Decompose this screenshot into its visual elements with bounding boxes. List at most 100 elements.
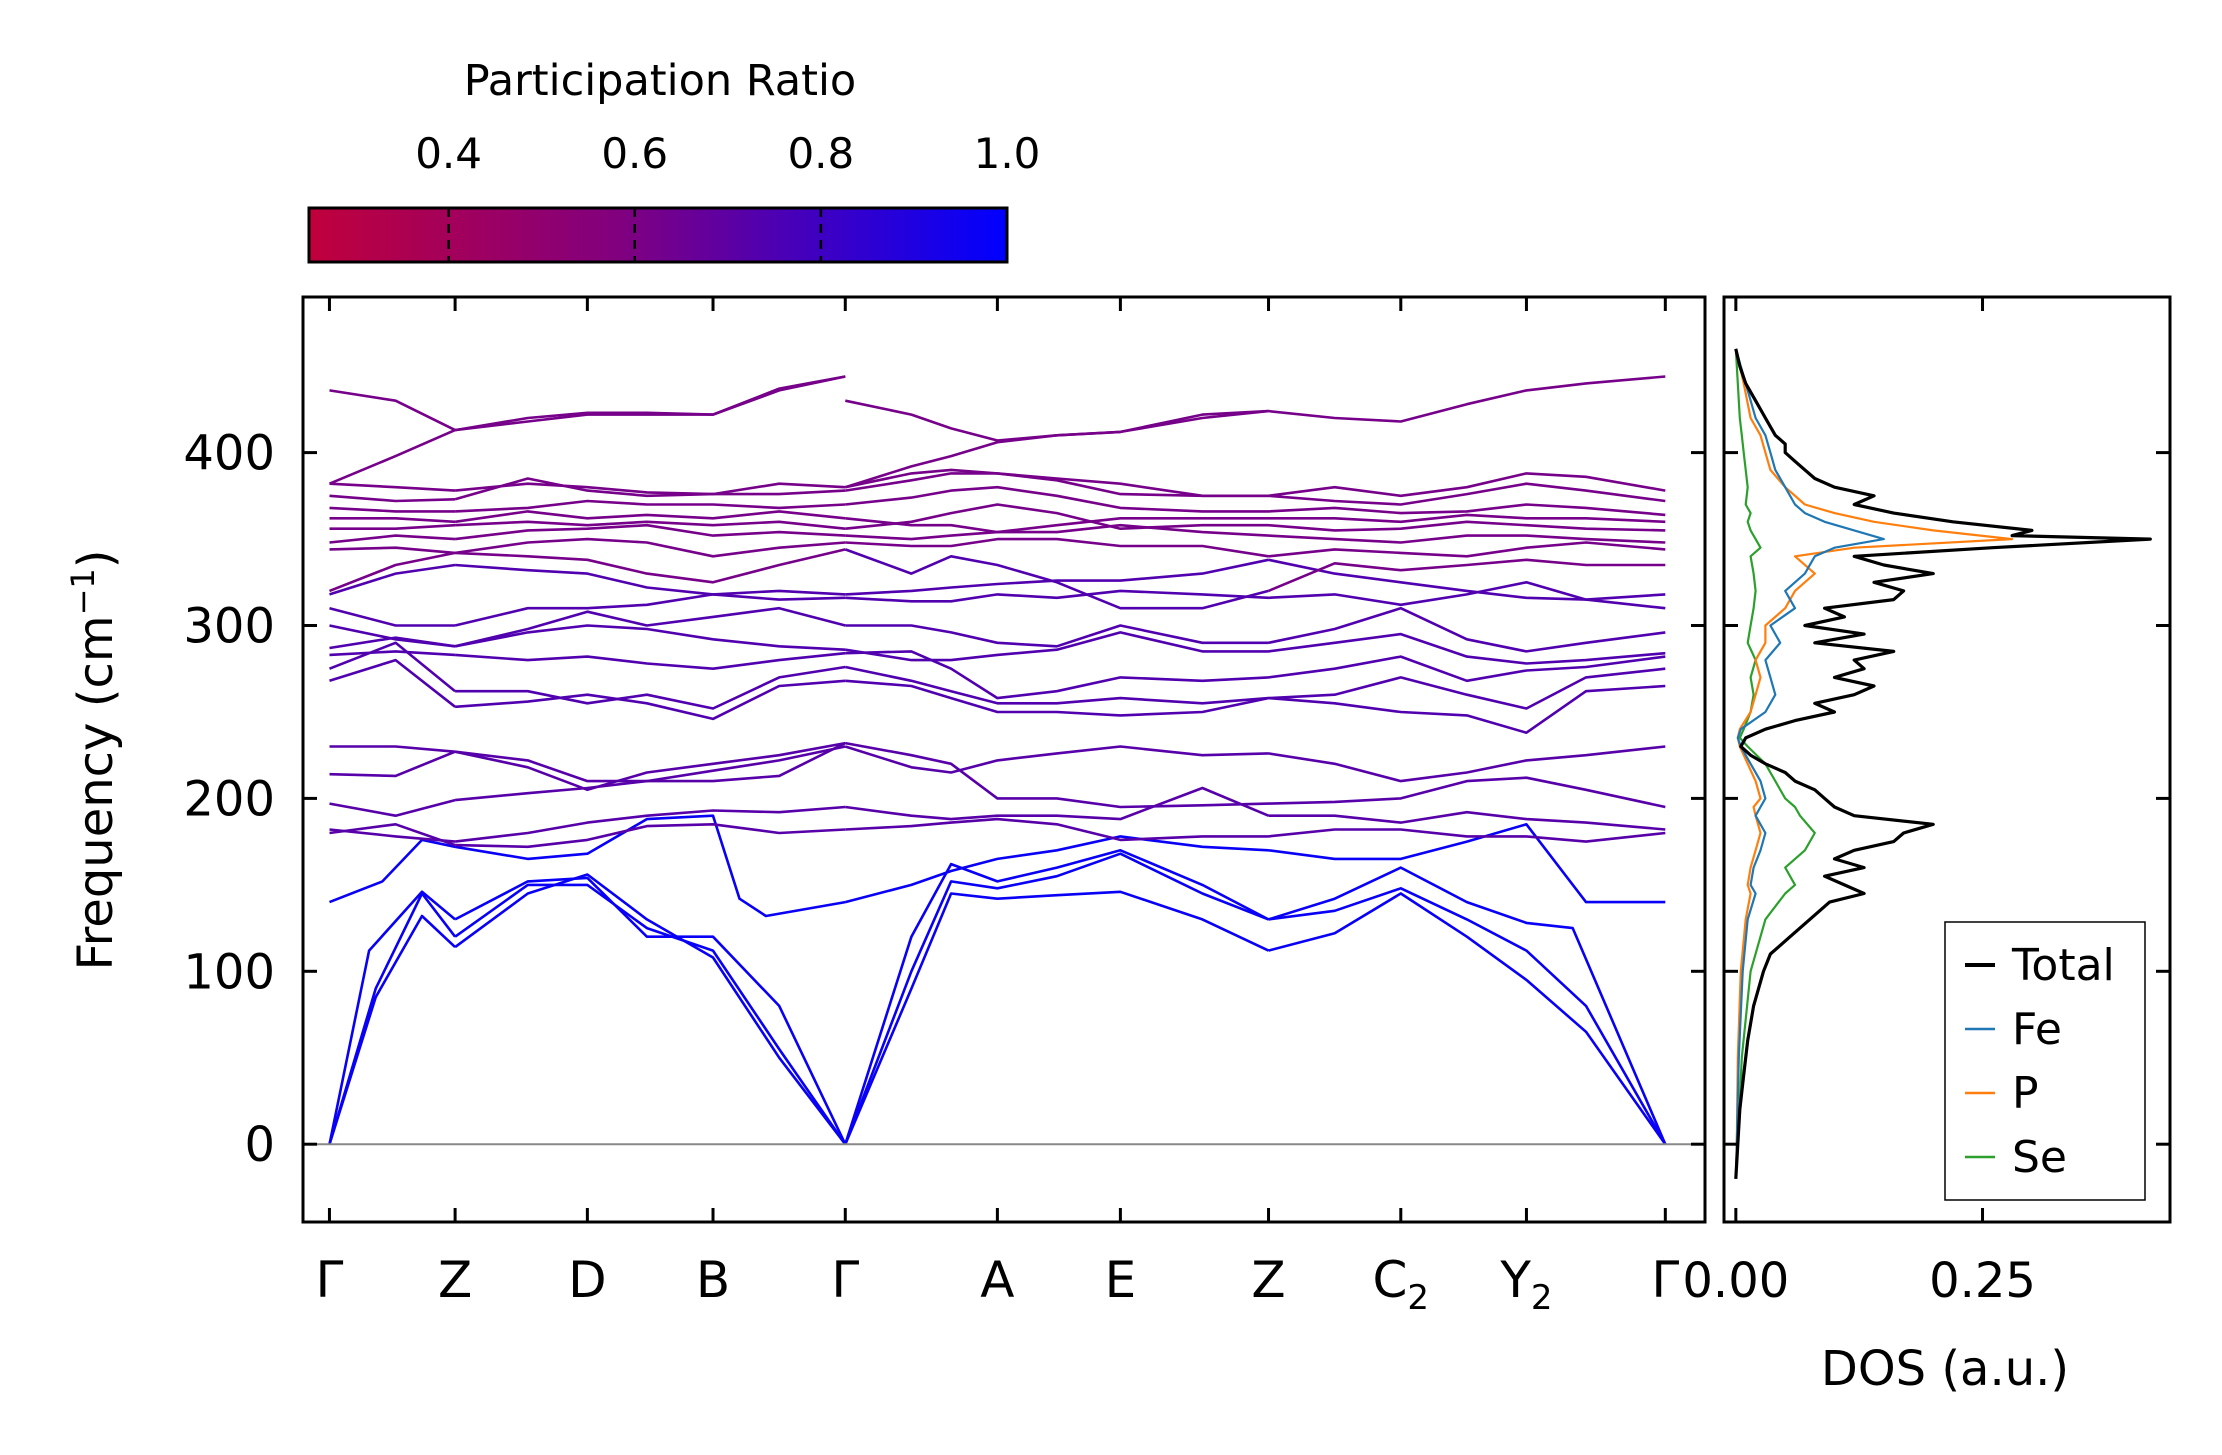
phonon-band — [1268, 606, 1666, 653]
phonon-band — [329, 750, 456, 778]
phonon-band — [1268, 482, 1666, 506]
phonon-band — [455, 651, 846, 670]
phonon-band — [454, 624, 846, 651]
dos-x-axis-label: DOS (a.u.) — [1821, 1341, 2069, 1397]
phonon-band — [844, 890, 1270, 1145]
band-x-tick-label: Γ — [831, 1251, 859, 1309]
phonon-band — [454, 873, 847, 1145]
dos-series-fe — [1734, 348, 1885, 1179]
phonon-band — [845, 399, 1269, 442]
phonon-band — [329, 606, 456, 627]
colorbar-tick-label: 0.6 — [601, 129, 668, 178]
phonon-band — [328, 892, 457, 1145]
phonon-band — [1268, 776, 1666, 809]
phonon-band — [845, 817, 1269, 842]
phonon-band — [1267, 558, 1666, 593]
dos-legend-box — [1944, 921, 2146, 1201]
phonon-band — [845, 485, 1269, 513]
phonon-band — [844, 548, 1269, 610]
phonon-band — [454, 523, 846, 541]
phonon-band — [454, 593, 846, 627]
phonon-band — [1268, 632, 1666, 665]
phonon-band — [454, 883, 847, 1145]
colorbar-tick-label: 0.4 — [415, 129, 482, 178]
phonon-band — [1268, 558, 1666, 601]
phonon-band — [328, 914, 456, 1145]
band-axes-frame — [301, 295, 1707, 1224]
phonon-band — [329, 650, 456, 657]
phonon-band — [454, 375, 846, 432]
phonon-band — [845, 631, 1269, 662]
phonon-band — [845, 624, 1269, 648]
phonon-band — [329, 389, 456, 432]
band-x-ticks: Γ Z D B Γ A E Z C2 Y2 Γ — [316, 297, 1679, 1318]
phonon-band — [329, 563, 456, 596]
band-y-tick-label: 100 — [183, 944, 275, 1000]
dos-x-tick-label: 0.00 — [1682, 1253, 1789, 1309]
dos-x-ticks: 0.00 0.25 — [1682, 297, 2036, 1309]
phonon-band — [329, 534, 456, 544]
phonon-band — [1268, 375, 1666, 423]
phonon-band — [454, 741, 846, 783]
phonon-band — [1268, 503, 1666, 517]
phonon-band — [845, 741, 1269, 809]
band-structure-panel: 0 100 200 300 400 Γ Z D B Γ A E Z C2 Y2 Γ Frequency (c… — [64, 295, 1707, 1318]
phonon-band — [329, 546, 456, 555]
band-x-tick-label: C2 — [1373, 1251, 1430, 1318]
phonon-band — [1268, 892, 1667, 1145]
phonon-band — [1268, 541, 1666, 558]
phonon-band — [329, 828, 456, 843]
band-x-tick-label: Z — [1251, 1251, 1285, 1309]
band-x-tick-label: D — [568, 1251, 607, 1309]
dos-legend-items: Total Fe P Se — [1965, 940, 2115, 1183]
legend-label-fe: Fe — [2012, 1004, 2062, 1055]
band-x-tick-label: Z — [438, 1251, 472, 1309]
legend-label-p: P — [2012, 1068, 2039, 1119]
band-y-tick-label: 200 — [183, 771, 275, 827]
phonon-band — [454, 606, 846, 648]
phonon-band — [845, 786, 1270, 821]
phonon-band — [329, 641, 456, 693]
band-x-tick-label: Γ — [1651, 1251, 1679, 1309]
band-x-tick-label: Γ — [316, 1251, 344, 1309]
colorbar-gradient — [307, 206, 1009, 264]
phonon-band — [329, 624, 456, 648]
phonon-band — [454, 510, 846, 524]
phonon-band — [454, 537, 846, 558]
legend-label-total: Total — [2011, 940, 2115, 991]
band-lines — [328, 375, 1667, 1145]
phonon-band — [455, 563, 846, 596]
phonon-band — [329, 551, 456, 593]
colorbar-tick-label: 0.8 — [787, 129, 854, 178]
band-x-tick-label: Y2 — [1499, 1251, 1552, 1318]
band-y-axis-label: Frequency (cm−1) — [64, 549, 124, 970]
phonon-band — [1268, 866, 1667, 1145]
phonon-band — [455, 823, 846, 849]
phonon-band — [1268, 534, 1666, 544]
phonon-band — [454, 805, 846, 843]
legend-label-se: Se — [2012, 1132, 2067, 1183]
phonon-band — [329, 523, 456, 530]
phonon-band — [329, 517, 456, 524]
phonon-band — [1268, 667, 1666, 710]
phonon-band — [845, 523, 1269, 541]
phonon-band — [1268, 828, 1666, 843]
phonon-band — [454, 375, 846, 432]
phonon-band — [844, 409, 1269, 489]
phonon-band — [844, 745, 1269, 774]
phonon-band — [845, 650, 1269, 700]
dos-x-tick-label: 0.25 — [1929, 1253, 2036, 1309]
phonon-band — [454, 876, 847, 1145]
phonon-band — [845, 679, 1269, 717]
phonon-band — [329, 482, 456, 492]
phonon-band — [454, 482, 846, 496]
phonon-band — [329, 658, 456, 708]
band-y-tick-label: 0 — [244, 1117, 275, 1173]
dos-series-total — [1734, 348, 2152, 1179]
band-x-tick-label: E — [1105, 1251, 1137, 1309]
phonon-band — [845, 589, 1269, 603]
phonon-band — [845, 503, 1269, 530]
phonon-band — [455, 520, 846, 530]
colorbar: Participation Ratio 0.4 0.6 0.8 1.0 — [307, 56, 1040, 264]
